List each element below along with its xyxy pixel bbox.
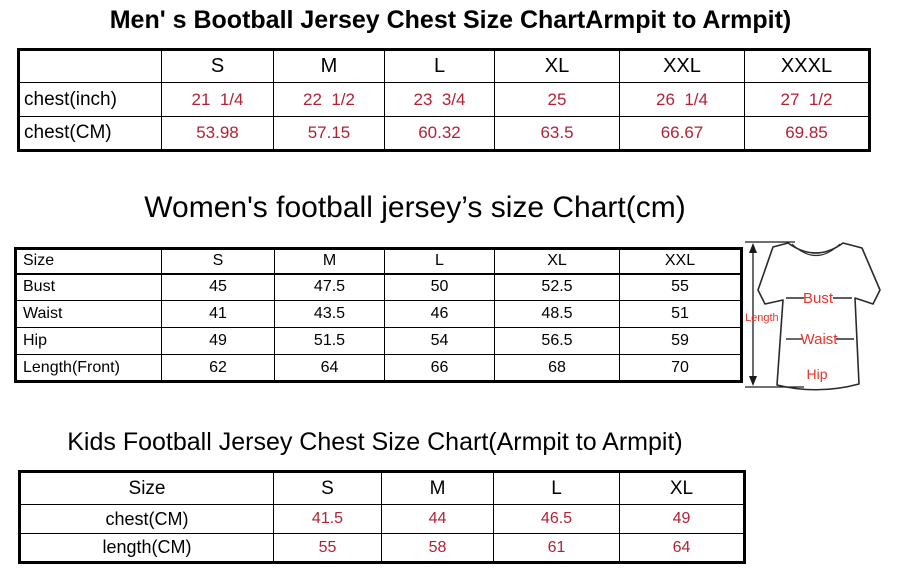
column-header: XXL: [619, 248, 742, 275]
womens-size-table: Size S M L XL XXL Bust 45 47.5 50 52.5 55 Waist 41 43.…: [14, 247, 743, 383]
size-value-cell: 44: [381, 504, 494, 534]
column-header: L: [493, 471, 620, 505]
size-value-cell: 43.5: [274, 300, 385, 328]
column-header: XXL: [619, 49, 745, 83]
size-value-cell: 64: [274, 354, 385, 382]
size-value-cell: 25: [494, 82, 620, 117]
womens-chart-title: Women's football jersey’s size Chart(cm): [144, 191, 686, 224]
size-value-cell: 41.5: [273, 504, 382, 534]
column-header: Size: [15, 248, 162, 275]
column-header: XL: [619, 471, 745, 505]
size-value-cell: 45: [161, 273, 275, 301]
length-label: Length: [745, 312, 779, 324]
size-value-cell: 21 1/4: [161, 82, 274, 117]
table-row: Bust 45 47.5 50 52.5 55: [15, 273, 742, 301]
size-value-cell: 60.32: [384, 116, 495, 151]
size-value-cell: 49: [619, 504, 745, 534]
header-row: Size S M L XL: [19, 471, 745, 505]
table-row: Length(Front) 62 64 66 68 70: [15, 354, 742, 382]
size-value-cell: 68: [494, 354, 620, 382]
kids-chart-title: Kids Football Jersey Chest Size Chart(Ar…: [67, 428, 683, 456]
size-value-cell: 63.5: [494, 116, 620, 151]
column-header: XXXL: [744, 49, 870, 83]
table-row: chest(CM) 41.5 44 46.5 49: [19, 504, 745, 534]
table-row: length(CM) 55 58 61 64: [19, 533, 745, 563]
size-value-cell: 47.5: [274, 273, 385, 301]
row-label: chest(inch): [18, 82, 162, 117]
size-value-cell: 51: [619, 300, 742, 328]
size-value-cell: 50: [384, 273, 495, 301]
column-header: S: [161, 248, 275, 275]
column-header: M: [381, 471, 494, 505]
size-value-cell: 70: [619, 354, 742, 382]
row-label: length(CM): [19, 533, 274, 563]
size-value-cell: 49: [161, 327, 275, 355]
column-header: M: [273, 49, 385, 83]
size-value-cell: 46.5: [493, 504, 620, 534]
kids-size-table: Size S M L XL chest(CM) 41.5 44 46.5 49 length(CM)…: [18, 470, 746, 564]
size-value-cell: 55: [619, 273, 742, 301]
size-value-cell: 69.85: [744, 116, 870, 151]
row-label: chest(CM): [18, 116, 162, 151]
table-row: chest(inch) 21 1/4 22 1/2 23 3/4 25 26 1/4 27 …: [18, 82, 870, 117]
column-header: Size: [19, 471, 274, 505]
row-label: Waist: [15, 300, 162, 328]
size-value-cell: 52.5: [494, 273, 620, 301]
column-header: M: [274, 248, 385, 275]
size-value-cell: 56.5: [494, 327, 620, 355]
header-row: S M L XL XXL XXXL: [18, 49, 870, 83]
hip-label: Hip: [806, 366, 827, 382]
size-value-cell: 26 1/4: [619, 82, 745, 117]
size-value-cell: 57.15: [273, 116, 385, 151]
size-value-cell: 51.5: [274, 327, 385, 355]
table-row: Waist 41 43.5 46 48.5 51: [15, 300, 742, 328]
column-header: L: [384, 248, 495, 275]
size-value-cell: 59: [619, 327, 742, 355]
length-arrow: [745, 241, 804, 388]
size-value-cell: 23 3/4: [384, 82, 495, 117]
column-header: S: [273, 471, 382, 505]
measure-lines: [786, 297, 854, 340]
size-value-cell: 55: [273, 533, 382, 563]
waist-label: Waist: [801, 331, 839, 348]
size-value-cell: 48.5: [494, 300, 620, 328]
size-value-cell: 54: [384, 327, 495, 355]
size-value-cell: 61: [493, 533, 620, 563]
size-value-cell: 64: [619, 533, 745, 563]
mens-chart-title: Men' s Bootball Jersey Chest Size ChartA…: [109, 6, 792, 34]
size-value-cell: 22 1/2: [273, 82, 385, 117]
row-label: chest(CM): [19, 504, 274, 534]
row-label: Length(Front): [15, 354, 162, 382]
size-value-cell: 66: [384, 354, 495, 382]
column-header: S: [161, 49, 274, 83]
size-value-cell: 62: [161, 354, 275, 382]
size-value-cell: 58: [381, 533, 494, 563]
row-label: Hip: [15, 327, 162, 355]
table-row: Hip 49 51.5 54 56.5 59: [15, 327, 742, 355]
column-header: XL: [494, 248, 620, 275]
column-header: L: [384, 49, 495, 83]
size-value-cell: 46: [384, 300, 495, 328]
size-value-cell: 27 1/2: [744, 82, 870, 117]
mens-size-table: S M L XL XXL XXXL chest(inch) 21 1/4 22 1/2 23 3/…: [17, 48, 871, 152]
size-value-cell: 66.67: [619, 116, 745, 151]
tshirt-measurement-diagram: Bust Waist Hip Length: [745, 241, 881, 391]
row-label: Bust: [15, 273, 162, 301]
header-row: Size S M L XL XXL: [15, 248, 742, 275]
bust-label: Bust: [803, 290, 834, 307]
length-arrowheads: [749, 243, 757, 386]
table-row: chest(CM) 53.98 57.15 60.32 63.5 66.67 69.85: [18, 116, 870, 151]
size-value-cell: 53.98: [161, 116, 274, 151]
tshirt-outline-icon: [757, 242, 881, 391]
size-value-cell: 41: [161, 300, 275, 328]
column-header: [18, 49, 162, 83]
column-header: XL: [494, 49, 620, 83]
